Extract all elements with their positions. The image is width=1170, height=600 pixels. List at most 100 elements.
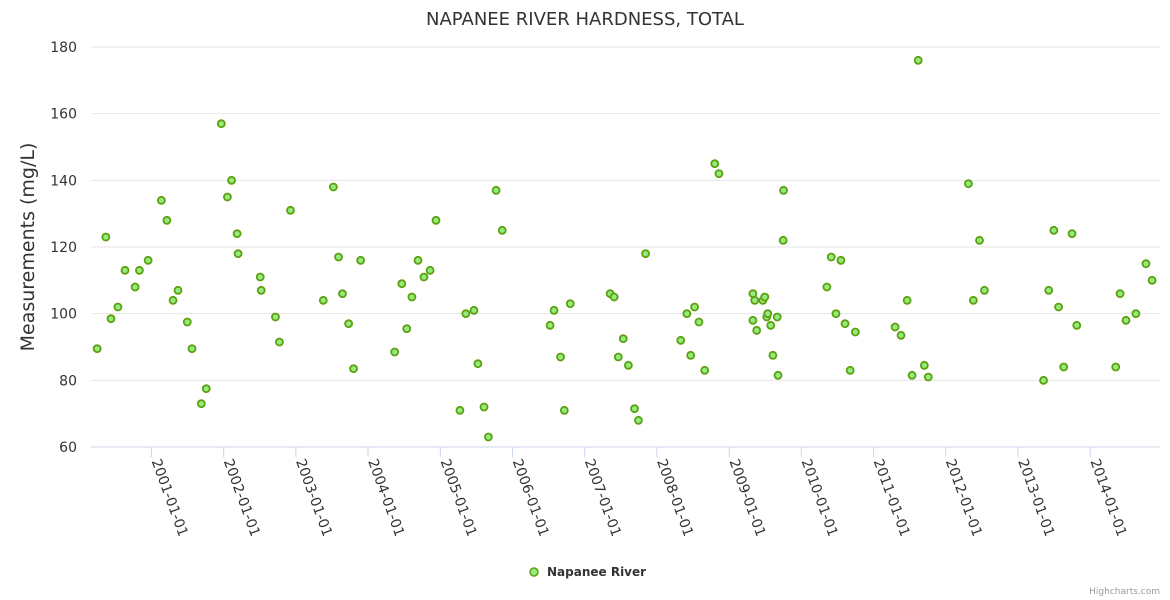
credits-link[interactable]: Highcharts.com — [1089, 587, 1160, 597]
data-point[interactable] — [630, 404, 639, 414]
data-point[interactable] — [779, 185, 788, 195]
data-point[interactable] — [461, 309, 471, 319]
data-point[interactable] — [822, 282, 832, 292]
data-point[interactable] — [919, 360, 929, 370]
data-point[interactable] — [390, 347, 400, 357]
data-point[interactable] — [1039, 375, 1048, 385]
data-point[interactable] — [545, 320, 555, 330]
data-point[interactable] — [182, 317, 192, 327]
data-point[interactable] — [431, 215, 441, 225]
data-point[interactable] — [130, 282, 140, 292]
data-point[interactable] — [187, 344, 197, 354]
data-point[interactable] — [1121, 315, 1131, 325]
data-point[interactable] — [216, 119, 226, 129]
data-point[interactable] — [1049, 225, 1059, 235]
data-point[interactable] — [975, 235, 984, 245]
data-point[interactable] — [407, 292, 417, 302]
data-point[interactable] — [549, 305, 559, 315]
data-point[interactable] — [497, 225, 507, 235]
data-point[interactable] — [491, 185, 501, 195]
data-point[interactable] — [419, 272, 429, 282]
data-point[interactable] — [556, 352, 565, 362]
data-point[interactable] — [227, 175, 236, 185]
data-point[interactable] — [686, 350, 696, 360]
data-point[interactable] — [772, 312, 782, 322]
legend[interactable]: Napanee River — [529, 565, 646, 579]
data-point[interactable] — [778, 235, 788, 245]
data-point[interactable] — [902, 295, 912, 305]
data-point[interactable] — [455, 405, 465, 415]
data-point[interactable] — [766, 320, 776, 330]
data-point[interactable] — [349, 364, 358, 374]
data-point[interactable] — [714, 169, 724, 179]
data-point[interactable] — [634, 415, 643, 425]
data-point[interactable] — [402, 324, 412, 334]
data-point[interactable] — [328, 182, 338, 192]
data-point[interactable] — [425, 265, 435, 275]
data-point[interactable] — [1067, 229, 1077, 239]
data-point[interactable] — [845, 365, 855, 375]
legend-item-label[interactable]: Napanee River — [547, 565, 646, 579]
data-point[interactable] — [890, 322, 900, 332]
data-point[interactable] — [763, 309, 773, 319]
data-point[interactable] — [469, 305, 479, 315]
data-point[interactable] — [840, 319, 850, 329]
data-point[interactable] — [623, 360, 633, 370]
data-point[interactable] — [168, 295, 178, 305]
data-point[interactable] — [162, 215, 172, 225]
data-point[interactable] — [923, 372, 933, 382]
data-point[interactable] — [334, 252, 343, 262]
data-point[interactable] — [980, 285, 989, 295]
data-point[interactable] — [473, 359, 483, 369]
data-point[interactable] — [483, 432, 493, 442]
data-point[interactable] — [106, 314, 116, 324]
data-point[interactable] — [413, 255, 423, 265]
data-point[interactable] — [275, 337, 284, 347]
data-point[interactable] — [773, 370, 783, 380]
data-point[interactable] — [1044, 285, 1054, 295]
data-point[interactable] — [760, 292, 770, 302]
data-point[interactable] — [896, 330, 906, 340]
data-point[interactable] — [232, 229, 242, 239]
data-point[interactable] — [710, 159, 720, 169]
data-point[interactable] — [768, 350, 778, 360]
data-point[interactable] — [92, 344, 102, 354]
data-point[interactable] — [682, 309, 692, 319]
data-point[interactable] — [223, 192, 232, 202]
data-point[interactable] — [201, 384, 211, 394]
data-point[interactable] — [1147, 275, 1157, 285]
data-point[interactable] — [356, 255, 366, 265]
data-point[interactable] — [968, 295, 978, 305]
data-point[interactable] — [609, 292, 619, 302]
data-point[interactable] — [1131, 309, 1141, 319]
data-point[interactable] — [143, 255, 153, 265]
data-point[interactable] — [135, 265, 144, 275]
data-point[interactable] — [1111, 362, 1121, 372]
data-point[interactable] — [641, 249, 650, 259]
data-point[interactable] — [565, 299, 575, 309]
data-point[interactable] — [831, 309, 841, 319]
data-point[interactable] — [1141, 259, 1151, 269]
data-point[interactable] — [255, 272, 265, 282]
data-point[interactable] — [694, 317, 704, 327]
data-point[interactable] — [1115, 289, 1125, 299]
data-point[interactable] — [676, 335, 686, 345]
data-point[interactable] — [748, 315, 758, 325]
data-point[interactable] — [173, 285, 183, 295]
data-point[interactable] — [559, 405, 569, 415]
data-point[interactable] — [344, 319, 354, 329]
data-point[interactable] — [101, 232, 111, 242]
data-point[interactable] — [286, 205, 295, 215]
data-point[interactable] — [750, 295, 760, 305]
data-point[interactable] — [752, 325, 762, 335]
data-point[interactable] — [271, 312, 280, 322]
data-point[interactable] — [397, 279, 407, 289]
data-point[interactable] — [479, 402, 489, 412]
data-point[interactable] — [836, 255, 846, 265]
data-point[interactable] — [196, 399, 206, 409]
data-point[interactable] — [700, 365, 710, 375]
data-point[interactable] — [1054, 302, 1063, 312]
data-point[interactable] — [338, 289, 347, 299]
data-point[interactable] — [120, 265, 130, 275]
data-point[interactable] — [618, 334, 628, 344]
